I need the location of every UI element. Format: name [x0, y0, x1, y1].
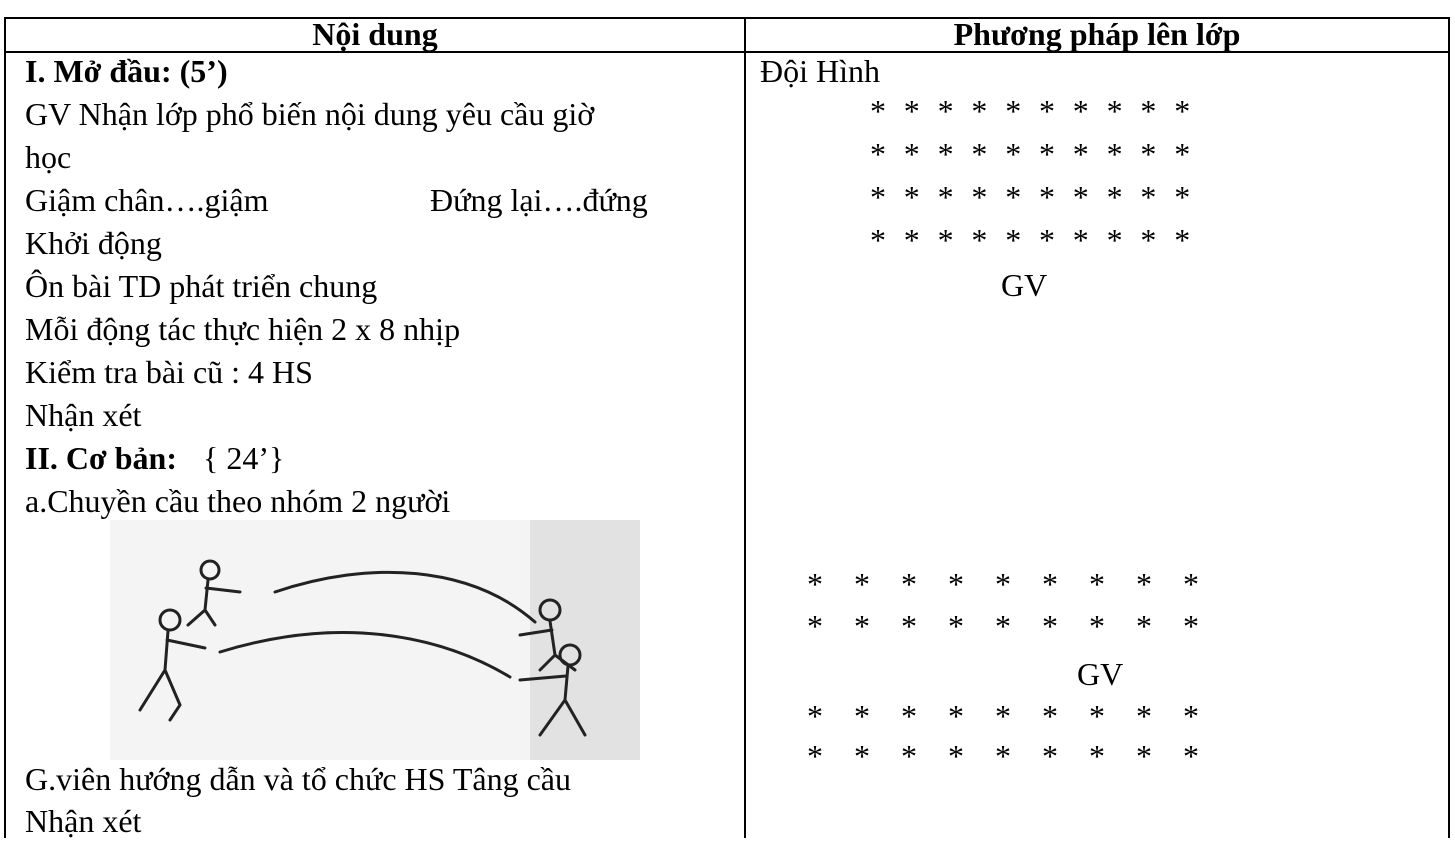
- content-line: a.Chuyền cầu theo nhóm 2 người: [25, 483, 451, 519]
- formation-row: * * * * * * * * *: [807, 566, 1211, 602]
- section-title: I. Mở đầu: (5’): [25, 53, 228, 89]
- formation-row: * * * * * * * * * *: [870, 93, 1196, 129]
- formation-row: * * * * * * * * * *: [870, 179, 1196, 215]
- content-line: G.viên hướng dẫn và tổ chức HS Tâng cầu: [25, 761, 571, 797]
- method-title: Đội Hình: [760, 53, 880, 89]
- formation-row: * * * * * * * * *: [807, 608, 1211, 644]
- content-line: học: [25, 139, 72, 175]
- section-title: II. Cơ bản:: [25, 440, 177, 476]
- border-top: [4, 17, 1450, 19]
- formation-row: * * * * * * * * *: [807, 698, 1211, 734]
- content-line: Đứng lại….đứng: [430, 182, 648, 218]
- content-line: Kiểm tra bài cũ : 4 HS: [25, 354, 313, 390]
- content-line: { 24’}: [203, 440, 285, 476]
- content-line: Giậm chân….giậm: [25, 182, 269, 218]
- content-line: GV Nhận lớp phổ biến nội dung yêu cầu gi…: [25, 96, 595, 132]
- teacher-label: GV: [1001, 267, 1048, 303]
- formation-row: * * * * * * * * *: [807, 738, 1211, 774]
- illustration: [110, 520, 640, 760]
- border-middle: [744, 17, 746, 838]
- header: Nội dung: [312, 16, 438, 52]
- content-line: Ôn bài TD phát triển chung: [25, 268, 378, 304]
- teacher-label: GV: [1077, 656, 1124, 692]
- content-line: Nhận xét: [25, 397, 142, 433]
- header: Phương pháp lên lớp: [953, 16, 1241, 52]
- border-left: [4, 17, 6, 838]
- content-line: Khởi động: [25, 225, 162, 261]
- border-right: [1448, 17, 1450, 838]
- content-line: Mỗi động tác thực hiện 2 x 8 nhịp: [25, 311, 461, 347]
- formation-row: * * * * * * * * * *: [870, 222, 1196, 258]
- content-line: Nhận xét: [25, 803, 142, 839]
- formation-row: * * * * * * * * * *: [870, 136, 1196, 172]
- border-header: [4, 51, 1450, 53]
